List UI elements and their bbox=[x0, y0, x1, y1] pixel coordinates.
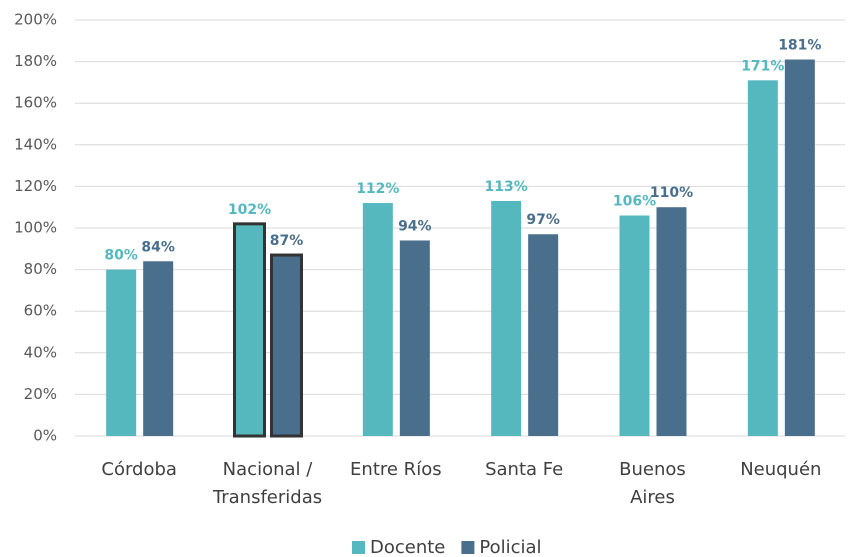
data-label: 80% bbox=[104, 248, 138, 264]
bar bbox=[106, 269, 137, 436]
y-tick-label: 60% bbox=[24, 302, 57, 320]
y-tick-label: 180% bbox=[14, 52, 57, 70]
data-label: 113% bbox=[485, 179, 528, 195]
bar bbox=[233, 222, 266, 438]
legend-swatch bbox=[461, 541, 475, 554]
data-label: 181% bbox=[778, 38, 821, 54]
bar bbox=[270, 253, 303, 438]
data-label: 110% bbox=[650, 185, 693, 201]
legend-label: Docente bbox=[370, 537, 445, 557]
y-tick-label: 100% bbox=[14, 219, 57, 237]
bar bbox=[784, 59, 815, 437]
legend-swatch bbox=[352, 541, 365, 554]
x-tick-label: Neuquén bbox=[740, 459, 822, 480]
y-tick-label: 200% bbox=[14, 11, 57, 29]
legend-label: Policial bbox=[479, 537, 541, 557]
data-label: 102% bbox=[228, 202, 271, 218]
bar bbox=[528, 234, 559, 436]
y-tick-label: 160% bbox=[14, 94, 57, 112]
y-tick-label: 140% bbox=[14, 135, 57, 153]
y-tick-label: 120% bbox=[14, 177, 57, 195]
x-tick-label: Santa Fe bbox=[485, 459, 564, 480]
data-label: 106% bbox=[613, 194, 656, 210]
data-label: 112% bbox=[356, 181, 399, 197]
data-label: 87% bbox=[270, 233, 304, 249]
bar bbox=[362, 203, 393, 436]
x-tick-label: Entre Ríos bbox=[350, 459, 442, 480]
bar bbox=[747, 80, 778, 436]
y-tick-label: 20% bbox=[24, 385, 57, 403]
data-label: 97% bbox=[526, 212, 560, 228]
x-tick-label: Nacional / Transferidas bbox=[212, 459, 323, 508]
data-label: 94% bbox=[398, 218, 432, 234]
bar bbox=[143, 261, 174, 436]
y-tick-label: 40% bbox=[24, 343, 57, 361]
data-label: 84% bbox=[141, 239, 175, 255]
x-tick-label: Córdoba bbox=[101, 459, 177, 480]
bar bbox=[491, 200, 522, 436]
bar bbox=[619, 215, 650, 436]
y-tick-label: 0% bbox=[33, 427, 57, 445]
data-label: 171% bbox=[741, 58, 784, 74]
y-tick-label: 80% bbox=[24, 260, 57, 278]
x-tick-label: Buenos Aires bbox=[619, 459, 686, 508]
bar bbox=[399, 240, 430, 436]
bar bbox=[656, 207, 687, 436]
